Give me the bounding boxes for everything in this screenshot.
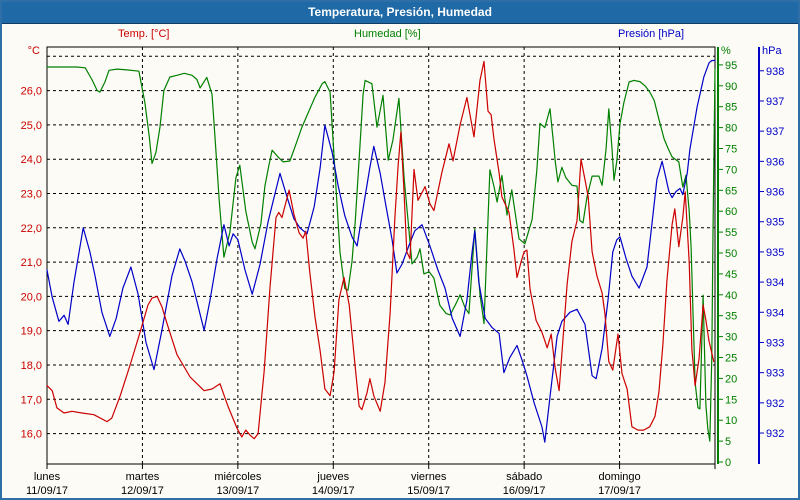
x-axis-day-label: domingo — [598, 471, 640, 483]
temp-tick-label: 24,0 — [21, 154, 42, 166]
temp-axis-unit-label: °C — [27, 45, 40, 57]
humidity-tick-label: 45 — [725, 269, 737, 281]
pressure-tick-label: 932 — [766, 428, 784, 440]
pressure-tick-label: 935 — [766, 247, 784, 259]
humidity-tick-label: 0 — [725, 457, 731, 469]
temp-tick-label: 18,0 — [21, 360, 42, 372]
pressure-tick-label: 934 — [766, 307, 784, 319]
temp-tick-label: 16,0 — [21, 429, 42, 441]
humidity-tick-label: 40 — [725, 290, 737, 302]
humidity-tick-label: 5 — [725, 436, 731, 448]
humidity-tick-label: 65 — [725, 185, 737, 197]
pressure-tick-label: 933 — [766, 368, 784, 380]
humidity-axis-unit-label: % — [721, 45, 731, 57]
temp-tick-label: 19,0 — [21, 326, 42, 338]
humidity-tick-label: 20 — [725, 373, 737, 385]
pressure-tick-label: 936 — [766, 156, 784, 168]
humidity-series-line — [46, 66, 716, 442]
humidity-tick-label: 30 — [725, 332, 737, 344]
temp-tick-label: 22,0 — [21, 223, 42, 235]
x-axis-day-label: jueves — [316, 471, 349, 483]
pressure-tick-label: 932 — [766, 398, 784, 410]
x-axis-date-label: 15/09/17 — [407, 485, 450, 497]
x-axis-date-label: 14/09/17 — [312, 485, 355, 497]
humidity-tick-label: 55 — [725, 227, 737, 239]
pressure-tick-label: 935 — [766, 217, 784, 229]
temp-tick-label: 25,0 — [21, 120, 42, 132]
temp-tick-label: 26,0 — [21, 86, 42, 98]
humidity-tick-label: 75 — [725, 143, 737, 155]
humidity-tick-label: 50 — [725, 248, 737, 260]
window-title: Temperatura, Presión, Humedad — [308, 5, 492, 19]
pressure-axis-unit-label: hPa — [762, 45, 782, 57]
legend-temperature: Temp. [°C] — [118, 28, 170, 40]
x-axis-date-label: 11/09/17 — [26, 485, 68, 497]
humidity-tick-label: 10 — [725, 415, 737, 427]
x-axis-day-label: sábado — [506, 471, 542, 483]
pressure-tick-label: 934 — [766, 277, 784, 289]
plot-frame — [46, 46, 716, 465]
temp-tick-label: 23,0 — [21, 188, 42, 200]
pressure-tick-label: 936 — [766, 187, 784, 199]
pressure-tick-label: 938 — [766, 66, 784, 78]
humidity-tick-label: 15 — [725, 394, 737, 406]
x-axis-day-label: martes — [126, 471, 160, 483]
temp-tick-label: 20,0 — [21, 291, 42, 303]
humidity-tick-label: 90 — [725, 81, 737, 93]
humidity-tick-label: 60 — [725, 206, 737, 218]
humidity-tick-label: 35 — [725, 311, 737, 323]
pressure-tick-label: 937 — [766, 96, 784, 108]
pressure-tick-label: 933 — [766, 337, 784, 349]
temp-tick-label: 17,0 — [21, 394, 42, 406]
x-axis-date-label: 13/09/17 — [216, 485, 259, 497]
x-axis-day-label: lunes — [34, 471, 61, 483]
temp-tick-label: 21,0 — [21, 257, 42, 269]
pressure-series-line — [46, 59, 716, 443]
title-bar: Temperatura, Presión, Humedad — [2, 2, 798, 24]
x-axis-date-label: 17/09/17 — [598, 485, 641, 497]
x-axis-day-label: miércoles — [214, 471, 262, 483]
legend-pressure: Presión [hPa] — [618, 28, 685, 40]
humidity-tick-label: 95 — [725, 60, 737, 72]
humidity-tick-label: 80 — [725, 123, 737, 135]
legend-humidity: Humedad [%] — [354, 28, 421, 40]
pressure-tick-label: 937 — [766, 126, 784, 138]
temperature-series-line — [46, 60, 715, 440]
humidity-tick-label: 85 — [725, 102, 737, 114]
x-axis-date-label: 16/09/17 — [503, 485, 546, 497]
humidity-tick-label: 70 — [725, 164, 737, 176]
x-axis-date-label: 12/09/17 — [121, 485, 164, 497]
humidity-tick-label: 25 — [725, 353, 737, 365]
x-axis-day-label: viernes — [411, 471, 447, 483]
